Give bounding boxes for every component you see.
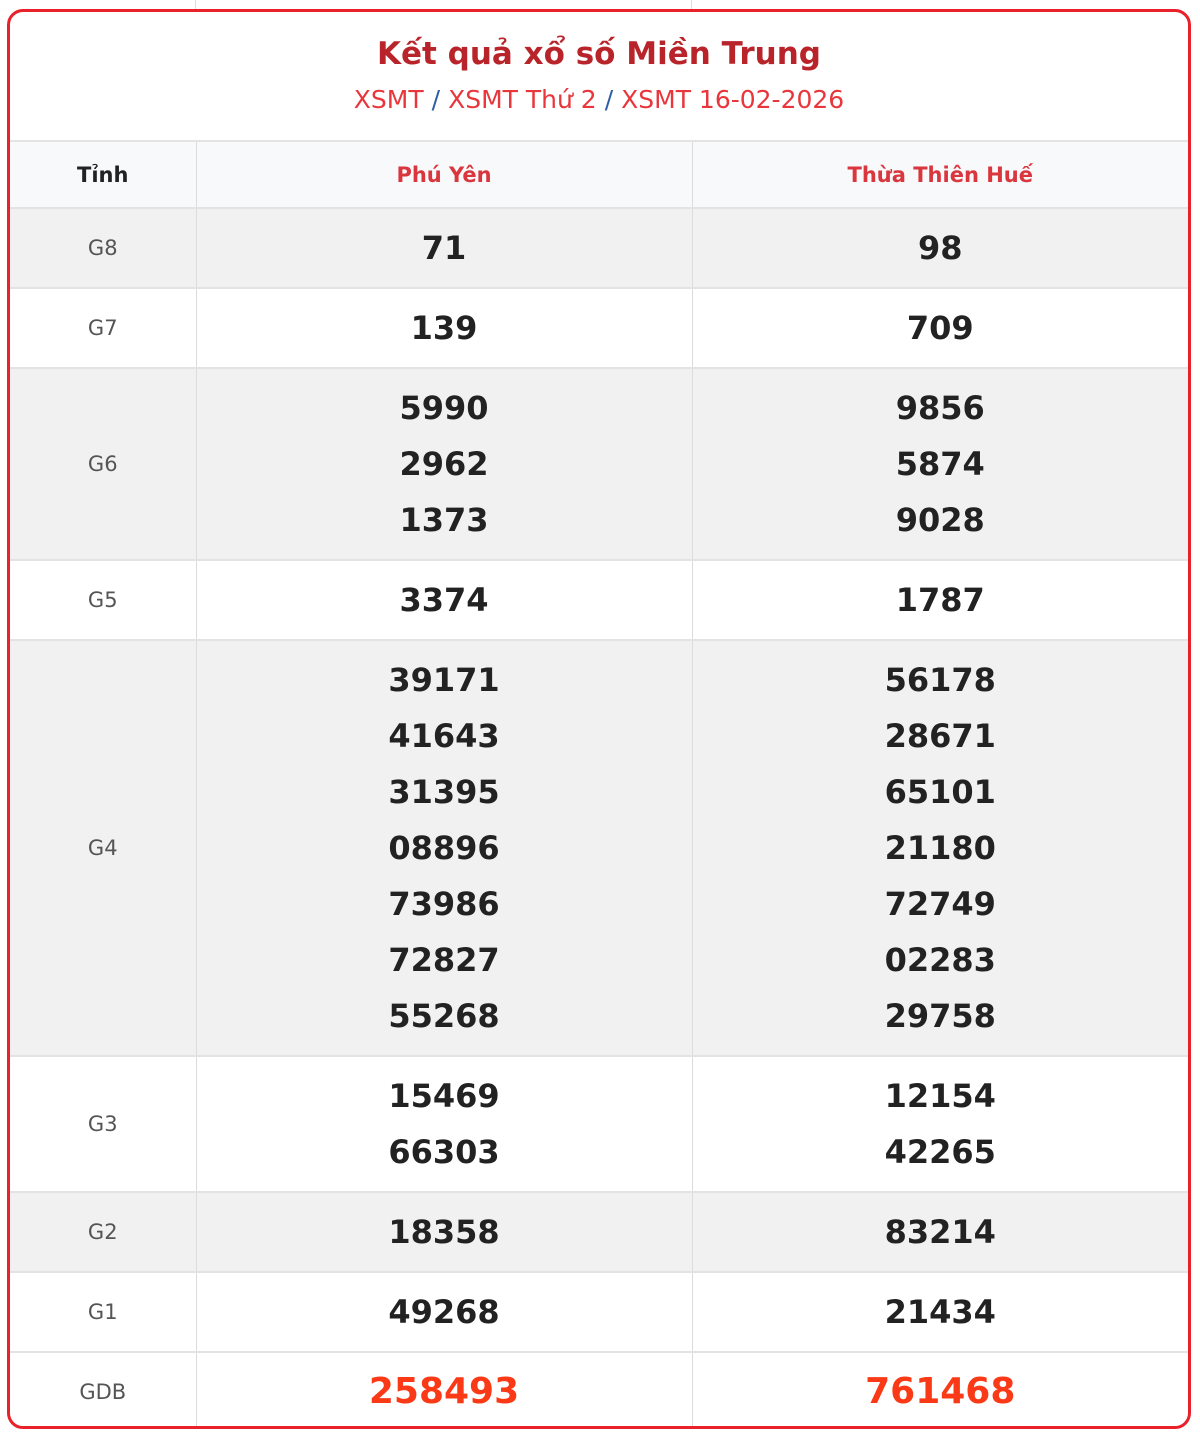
- prize-number: 139: [410, 309, 478, 347]
- prize-row-g2: G2 18358 83214: [10, 1192, 1188, 1273]
- prize-number: 5874: [895, 445, 985, 483]
- breadcrumb-xsmt-thu-2[interactable]: XSMT Thứ 2: [448, 85, 597, 114]
- prize-row-g1: G1 49268 21434: [10, 1272, 1188, 1353]
- prize-cell: 83214: [692, 1192, 1188, 1273]
- prize-cell: 56178 28671 65101 21180 72749 02283 29758: [692, 640, 1188, 1057]
- results-table: Tỉnh Phú Yên Thừa Thiên Huế G8 71 98 G7 139 7…: [10, 142, 1188, 1426]
- prize-cell: 709: [692, 288, 1188, 369]
- prize-row-g5: G5 3374 1787: [10, 560, 1188, 641]
- prize-number: 02283: [884, 941, 996, 979]
- prize-number: 39171: [388, 661, 500, 699]
- prize-number: 41643: [388, 717, 500, 755]
- prize-row-g7: G7 139 709: [10, 288, 1188, 369]
- prize-number: 42265: [884, 1133, 996, 1171]
- background-divider: [691, 0, 692, 10]
- breadcrumb: XSMT / XSMT Thứ 2/XSMT 16-02-2026: [10, 82, 1188, 118]
- prize-row-gdb: GDB 258493 761468: [10, 1352, 1188, 1426]
- prize-row-g3: G3 15469 66303 12154 42265: [10, 1056, 1188, 1193]
- prize-number: 761468: [865, 1371, 1016, 1412]
- prize-number: 73986: [388, 885, 500, 923]
- prize-label: G5: [10, 560, 197, 641]
- background-divider: [195, 0, 196, 10]
- prize-cell: 9856 5874 9028: [692, 368, 1188, 561]
- prize-number: 98: [917, 229, 963, 267]
- breadcrumb-xsmt-date[interactable]: XSMT 16-02-2026: [621, 85, 845, 114]
- prize-number: 31395: [388, 773, 500, 811]
- prize-label: G8: [10, 208, 197, 289]
- prize-cell: 21434: [692, 1272, 1188, 1353]
- page-title: Kết quả xổ số Miền Trung: [377, 36, 821, 72]
- prize-number: 258493: [368, 1371, 520, 1412]
- breadcrumb-xsmt[interactable]: XSMT: [353, 85, 424, 114]
- prize-number: 08896: [388, 829, 500, 867]
- province-label-header: Tỉnh: [10, 142, 197, 209]
- prize-cell: 18358: [196, 1192, 693, 1273]
- prize-number: 71: [421, 229, 467, 267]
- prize-number: 28671: [884, 717, 996, 755]
- prize-cell: 71: [196, 208, 693, 289]
- prize-number: 15469: [388, 1077, 500, 1115]
- prize-cell: 12154 42265: [692, 1056, 1188, 1193]
- prize-number: 5990: [399, 389, 489, 427]
- province-thua-thien-hue[interactable]: Thừa Thiên Huế: [692, 142, 1188, 209]
- prize-number: 72827: [388, 941, 500, 979]
- prize-number: 21180: [884, 829, 996, 867]
- prize-number: 9856: [895, 389, 985, 427]
- prize-cell: 49268: [196, 1272, 693, 1353]
- prize-number: 49268: [388, 1293, 500, 1331]
- prize-cell: 761468: [692, 1352, 1188, 1426]
- prize-number: 21434: [884, 1293, 996, 1331]
- prize-number: 83214: [884, 1213, 996, 1251]
- breadcrumb-separator: /: [431, 85, 441, 114]
- prize-number: 65101: [884, 773, 996, 811]
- prize-label: G4: [10, 640, 197, 1057]
- prize-label: G1: [10, 1272, 197, 1353]
- prize-cell: 5990 2962 1373: [196, 368, 693, 561]
- prize-label: G3: [10, 1056, 197, 1193]
- prize-cell: 15469 66303: [196, 1056, 693, 1193]
- prize-cell: 39171 41643 31395 08896 73986 72827 55268: [196, 640, 693, 1057]
- prize-number: 29758: [884, 997, 996, 1035]
- prize-number: 709: [906, 309, 974, 347]
- prize-number: 18358: [388, 1213, 500, 1251]
- prize-label: GDB: [10, 1352, 197, 1426]
- prize-number: 3374: [399, 581, 489, 619]
- prize-number: 12154: [884, 1077, 996, 1115]
- prize-number: 1787: [895, 581, 985, 619]
- prize-cell: 1787: [692, 560, 1188, 641]
- prize-label: G2: [10, 1192, 197, 1273]
- prize-cell: 3374: [196, 560, 693, 641]
- prize-number: 72749: [884, 885, 996, 923]
- prize-number: 9028: [895, 501, 985, 539]
- prize-number: 1373: [399, 501, 489, 539]
- prize-number: 55268: [388, 997, 500, 1035]
- results-card: Kết quả xổ số Miền Trung XSMT / XSMT Thứ 2…: [7, 9, 1191, 1429]
- prize-row-g6: G6 5990 2962 1373 9856 5874 9028: [10, 368, 1188, 561]
- prize-row-g4: G4 39171 41643 31395 08896 73986 72827 55268 561…: [10, 640, 1188, 1057]
- prize-number: 66303: [388, 1133, 500, 1171]
- prize-number: 2962: [399, 445, 489, 483]
- prize-number: 56178: [884, 661, 996, 699]
- breadcrumb-separator: /: [604, 85, 614, 114]
- prize-cell: 98: [692, 208, 1188, 289]
- prize-label: G6: [10, 368, 197, 561]
- province-phu-yen[interactable]: Phú Yên: [196, 142, 693, 209]
- prize-cell: 258493: [196, 1352, 693, 1426]
- card-header: Kết quả xổ số Miền Trung XSMT / XSMT Thứ 2…: [10, 12, 1188, 142]
- prize-row-g8: G8 71 98: [10, 208, 1188, 289]
- prize-cell: 139: [196, 288, 693, 369]
- prize-label: G7: [10, 288, 197, 369]
- table-header-row: Tỉnh Phú Yên Thừa Thiên Huế: [10, 142, 1188, 209]
